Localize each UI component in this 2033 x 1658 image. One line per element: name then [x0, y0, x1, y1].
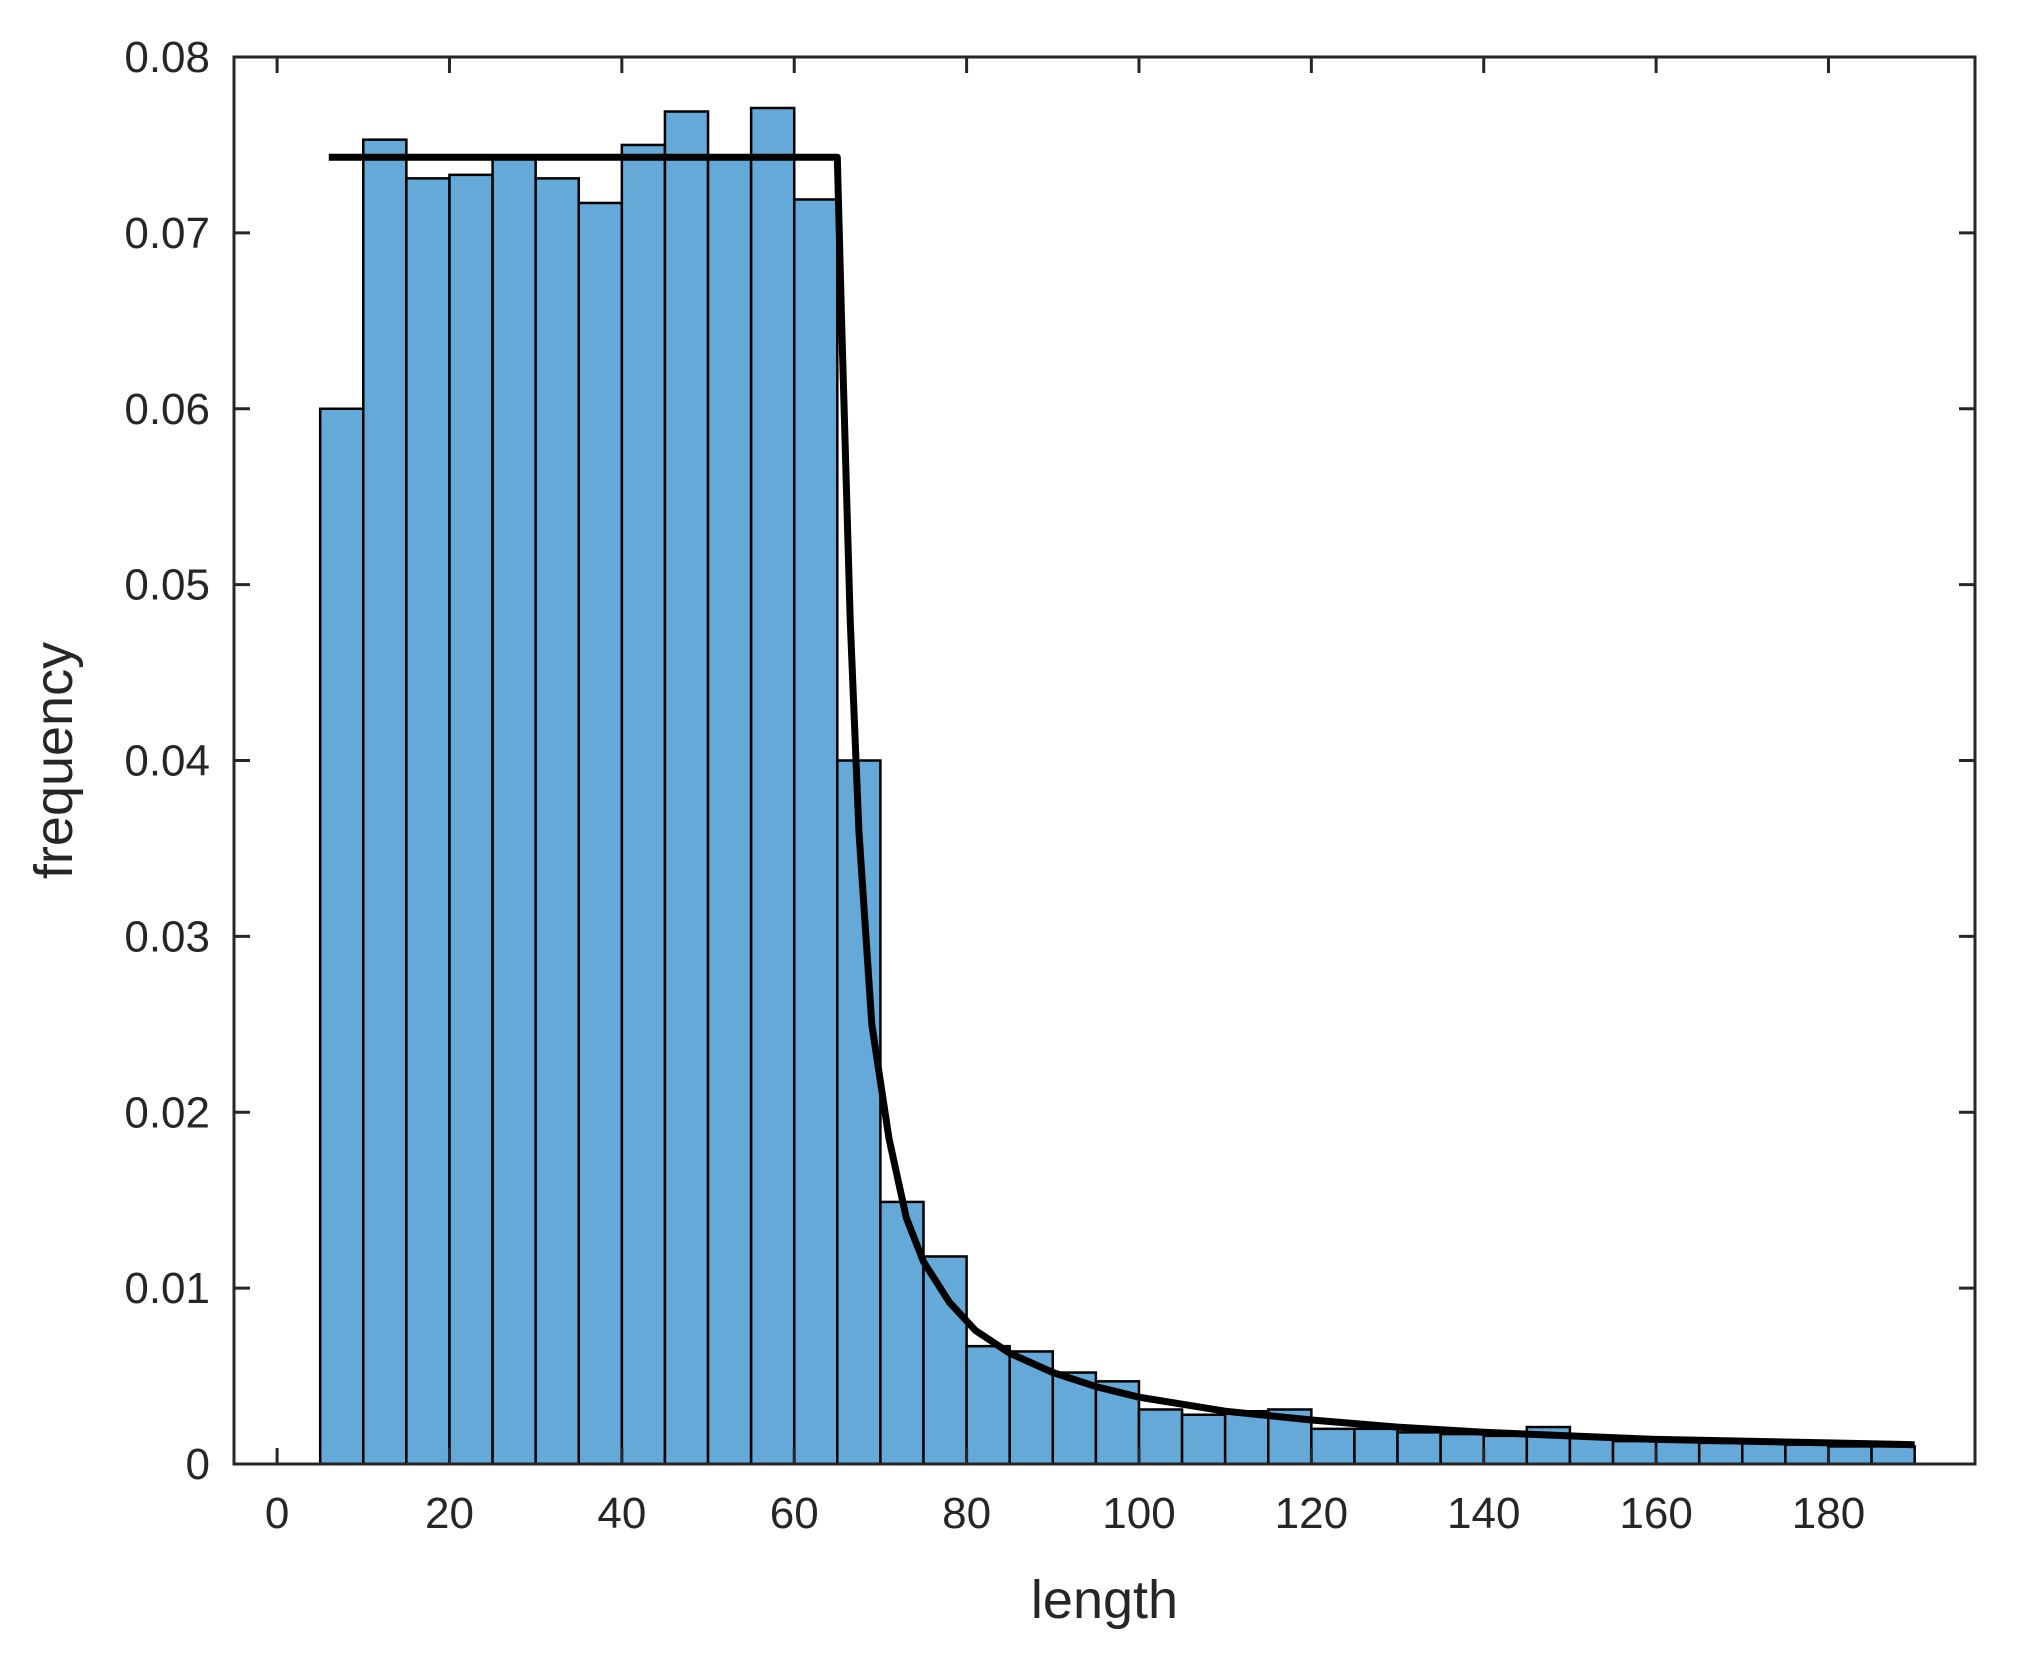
- histogram-bar: [534, 177, 581, 1466]
- y-tick-label: 0.06: [124, 385, 210, 434]
- histogram-bar: [792, 198, 839, 1466]
- x-tick-label: 140: [1447, 1489, 1520, 1538]
- histogram-bar: [1482, 1434, 1529, 1466]
- histogram-bar: [1439, 1432, 1485, 1466]
- y-tick-label: 0.07: [124, 209, 210, 258]
- histogram-bar: [620, 143, 667, 1466]
- histogram-bar: [362, 138, 408, 1466]
- histogram-bar: [1784, 1443, 1830, 1466]
- histogram-bar: [922, 1255, 968, 1466]
- y-axis-label: frequency: [24, 642, 84, 879]
- x-tick-label: 40: [597, 1489, 646, 1538]
- x-tick-label: 60: [770, 1489, 819, 1538]
- x-tick-label: 100: [1102, 1489, 1175, 1538]
- histogram-bar: [1310, 1427, 1356, 1466]
- x-tick-label: 180: [1792, 1489, 1865, 1538]
- histogram-bar: [1741, 1441, 1787, 1466]
- y-tick-label: 0.01: [124, 1264, 210, 1313]
- fit-curve: [328, 153, 1915, 1449]
- bars-group: [318, 106, 1916, 1466]
- histogram-bar: [663, 110, 710, 1466]
- histogram-bar: [1827, 1445, 1873, 1466]
- x-axis-label: length: [1031, 1570, 1178, 1630]
- x-tick-label: 120: [1275, 1489, 1348, 1538]
- y-tick-label: 0: [186, 1440, 210, 1489]
- fit-line-group: [328, 153, 1915, 1449]
- y-tick-label: 0.02: [124, 1088, 210, 1137]
- y-tick-label: 0.03: [124, 912, 210, 961]
- histogram-bar: [1697, 1441, 1744, 1466]
- histogram-bar: [1654, 1439, 1701, 1466]
- histogram-bar: [448, 173, 494, 1466]
- histogram-bar: [1396, 1431, 1442, 1466]
- histogram-bar: [1568, 1436, 1615, 1466]
- histogram-bar: [1180, 1413, 1227, 1466]
- y-tick-label: 0.08: [124, 33, 210, 82]
- histogram-bar: [1223, 1409, 1270, 1466]
- histogram-bar: [749, 106, 796, 1466]
- histogram-bar: [1137, 1408, 1184, 1466]
- histogram-bar: [965, 1344, 1011, 1466]
- y-tick-label: 0.04: [124, 737, 210, 786]
- x-tick-label: 20: [425, 1489, 474, 1538]
- y-tick-label: 0.05: [124, 561, 210, 610]
- x-tick-label: 80: [942, 1489, 991, 1538]
- x-tick-label: 0: [265, 1489, 289, 1538]
- histogram-bar: [405, 177, 451, 1466]
- tick-labels-group: 0 20 40 60 80 100 120 140 160 180 0 0.01 0.02 0.03 0.0…: [124, 33, 1865, 1538]
- axis-ticks-group: [234, 55, 1975, 1466]
- histogram-bar: [706, 157, 753, 1466]
- x-tick-label: 160: [1619, 1489, 1692, 1538]
- histogram-bar: [1611, 1439, 1658, 1466]
- histogram-bar: [1353, 1427, 1399, 1466]
- histogram-bar: [318, 407, 365, 1466]
- histogram-bar: [577, 201, 624, 1466]
- histogram-bar: [491, 157, 537, 1466]
- histogram-bar: [1870, 1445, 1916, 1466]
